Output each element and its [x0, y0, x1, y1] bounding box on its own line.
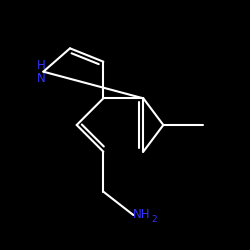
- Text: NH: NH: [133, 208, 151, 222]
- Text: N: N: [37, 72, 46, 85]
- Text: 2: 2: [152, 214, 157, 224]
- Text: H: H: [37, 59, 46, 72]
